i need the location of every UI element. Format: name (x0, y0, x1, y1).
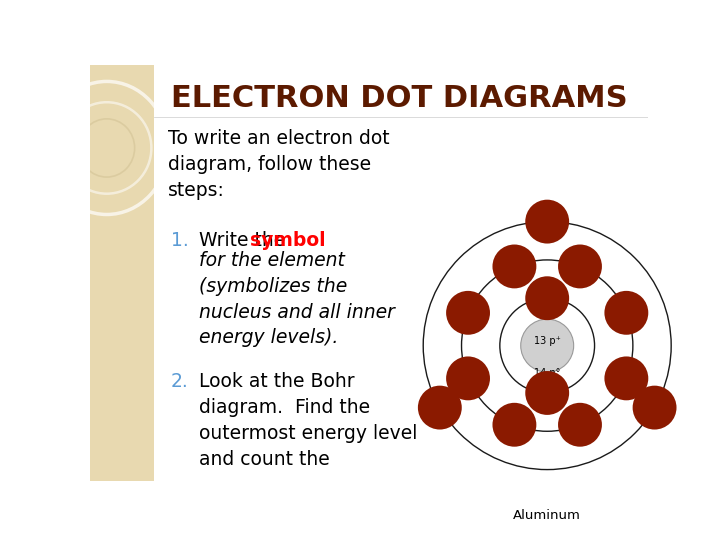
Circle shape (558, 403, 602, 447)
Circle shape (492, 245, 536, 288)
Bar (90, 65, 154, 481)
Circle shape (492, 403, 536, 447)
Circle shape (604, 291, 648, 335)
Text: 13 p⁺: 13 p⁺ (534, 336, 561, 346)
Text: Write the: Write the (199, 231, 291, 250)
Circle shape (446, 356, 490, 400)
Text: Look at the Bohr
diagram.  Find the
outermost energy level
and count the: Look at the Bohr diagram. Find the outer… (199, 373, 417, 469)
Circle shape (604, 356, 648, 400)
Circle shape (418, 386, 462, 429)
Text: 2.: 2. (171, 373, 189, 392)
Circle shape (521, 319, 574, 372)
Text: Aluminum: Aluminum (513, 509, 581, 522)
Circle shape (526, 276, 569, 320)
Text: To write an electron dot
diagram, follow these
steps:: To write an electron dot diagram, follow… (168, 129, 390, 200)
Circle shape (526, 371, 569, 415)
Circle shape (526, 200, 569, 244)
Circle shape (558, 245, 602, 288)
Text: symbol: symbol (250, 231, 325, 250)
Text: 14 n°: 14 n° (534, 368, 560, 378)
Text: ELECTRON DOT DIAGRAMS: ELECTRON DOT DIAGRAMS (171, 84, 628, 112)
Circle shape (446, 291, 490, 335)
Text: for the element
(symbolizes the
nucleus and all inner
energy levels).: for the element (symbolizes the nucleus … (199, 251, 395, 347)
Text: 1.: 1. (171, 231, 189, 250)
Circle shape (633, 386, 677, 429)
